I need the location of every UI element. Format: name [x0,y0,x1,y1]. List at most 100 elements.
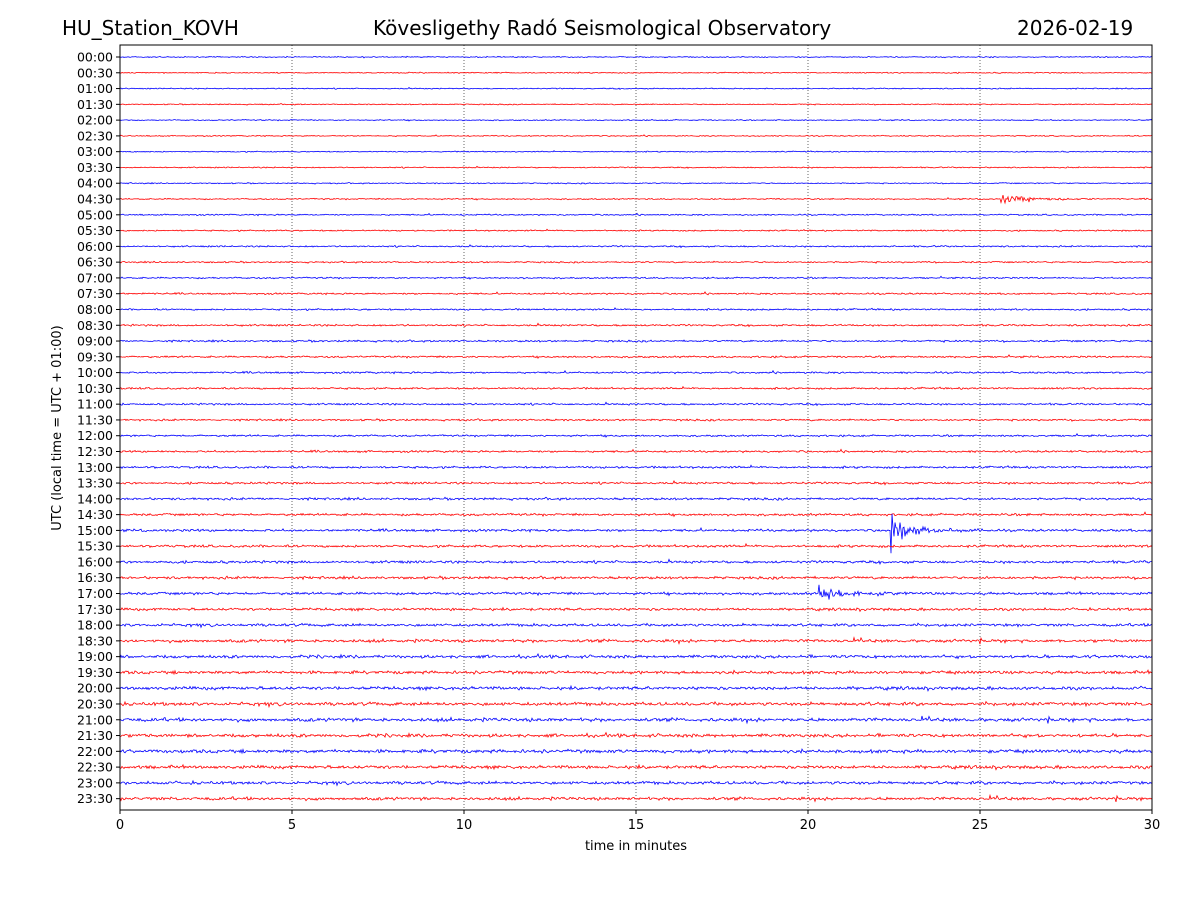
y-tick-label-18: 09:00 [77,334,113,349]
y-tick-label-46: 23:00 [77,775,113,790]
trace-1630 [119,575,1153,581]
y-tick-label-35: 17:30 [77,602,113,617]
y-tick-label-20: 10:00 [77,365,113,380]
trace-0000 [119,55,1153,59]
x-tick-label-2: 10 [456,818,473,833]
x-tick-label-6: 30 [1144,818,1161,833]
trace-1800 [119,622,1153,629]
trace-1500 [119,513,1153,554]
trace-0800 [119,307,1153,312]
y-tick-label-11: 05:30 [77,223,113,238]
trace-0100 [119,86,1153,90]
trace-2130 [119,731,1153,739]
y-tick-label-43: 21:30 [77,728,113,743]
trace-1330 [119,479,1153,486]
trace-0700 [120,275,1152,280]
trace-0500 [119,212,1153,217]
y-tick-label-21: 10:30 [77,381,113,396]
trace-0830 [120,322,1153,328]
y-tick-label-44: 22:00 [77,744,113,759]
y-tick-label-41: 20:30 [77,696,113,711]
y-tick-label-42: 21:00 [77,712,113,727]
x-tick-labels: 0 5 10 15 20 25 30 [116,810,1160,833]
trace-2330 [119,793,1153,803]
chart-title: Kövesligethy Radó Seismological Observat… [373,16,832,40]
trace-1730 [120,606,1153,613]
grid-lines [291,45,981,810]
trace-2300 [119,779,1153,787]
y-tick-label-3: 01:30 [77,97,113,112]
trace-1400 [119,496,1153,502]
y-tick-label-22: 11:00 [77,397,113,412]
x-tick-label-1: 5 [288,818,296,833]
y-tick-label-9: 04:30 [77,192,113,207]
y-tick-label-14: 07:00 [77,270,113,285]
y-tick-label-1: 00:30 [77,65,113,80]
y-tick-label-45: 22:30 [77,760,113,775]
y-tick-label-16: 08:00 [77,302,113,317]
trace-0900 [120,339,1153,344]
trace-2200 [119,748,1153,755]
trace-0530 [119,228,1153,232]
trace-0630 [119,260,1153,264]
trace-0230 [119,134,1152,138]
x-tick-label-5: 25 [972,818,989,833]
chart-date: 2026-02-19 [1017,16,1134,40]
trace-1530 [119,542,1153,549]
y-tick-label-30: 15:00 [77,523,113,538]
y-tick-label-7: 03:30 [77,160,113,175]
y-tick-label-29: 14:30 [77,507,113,522]
trace-0930 [119,354,1153,359]
x-tick-label-4: 20 [800,818,817,833]
trace-2000 [119,684,1153,692]
y-tick-label-32: 16:00 [77,554,113,569]
trace-2100 [119,715,1153,725]
y-tick-label-24: 12:00 [77,428,113,443]
trace-1100 [119,401,1153,407]
trace-0330 [120,165,1153,169]
y-tick-label-13: 06:30 [77,255,113,270]
trace-1600 [119,558,1153,565]
trace-1030 [119,385,1153,391]
trace-1230 [119,448,1152,454]
y-tick-label-33: 16:30 [77,570,113,585]
y-tick-label-4: 02:00 [77,113,113,128]
trace-1130 [120,418,1153,422]
y-tick-label-26: 13:00 [77,460,113,475]
trace-1900 [119,653,1153,660]
trace-0200 [119,118,1153,122]
station-name: HU_Station_KOVH [62,16,239,40]
trace-1300 [119,464,1153,470]
trace-2030 [119,700,1153,709]
y-tick-label-10: 05:00 [77,207,113,222]
trace-1000 [119,369,1153,375]
trace-0030 [119,71,1153,75]
trace-0600 [119,244,1153,249]
y-tick-label-0: 00:00 [77,50,113,65]
y-tick-label-28: 14:00 [77,491,113,506]
y-tick-label-15: 07:30 [77,286,113,301]
y-tick-label-47: 23:30 [77,791,113,806]
y-tick-label-31: 15:30 [77,539,113,554]
trace-1430 [119,511,1153,518]
y-tick-label-25: 12:30 [77,444,113,459]
y-tick-label-2: 01:00 [77,81,113,96]
y-tick-label-34: 17:00 [77,586,113,601]
y-tick-label-17: 08:30 [77,318,113,333]
x-tick-label-3: 15 [628,818,645,833]
y-tick-label-5: 02:30 [77,128,113,143]
trace-1830 [119,636,1153,645]
trace-0400 [119,181,1153,185]
y-tick-label-6: 03:00 [77,144,113,159]
y-tick-label-37: 18:30 [77,633,113,648]
y-tick-label-38: 19:00 [77,649,113,664]
trace-0130 [119,103,1153,106]
trace-1930 [119,669,1153,676]
y-tick-labels: 00:0000:3001:0001:3002:0002:3003:0003:30… [77,50,120,806]
trace-0430 [119,195,1152,205]
y-axis-label: UTC (local time = UTC + 01:00) [50,325,65,530]
trace-0300 [119,150,1153,153]
x-tick-label-0: 0 [116,818,124,833]
trace-group [119,55,1153,803]
